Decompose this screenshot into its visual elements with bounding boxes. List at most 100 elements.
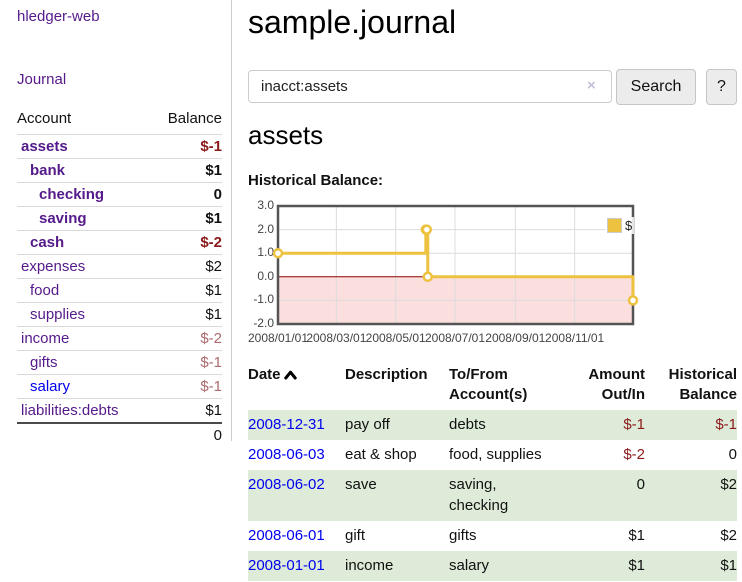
legend-series-label: $ — [625, 218, 633, 233]
transaction-row: 2008-12-31 pay off debts $-1 $-1 — [248, 410, 737, 440]
nav-journal-link[interactable]: Journal — [17, 71, 67, 88]
transaction-accounts: saving, checking — [449, 476, 509, 514]
register-header-amount: Amount Out/In — [588, 366, 645, 403]
data-point-marker — [421, 224, 433, 235]
transaction-date-link[interactable]: 2008-06-03 — [248, 446, 325, 463]
x-axis-tick-label: 2008/07/01 — [424, 331, 486, 345]
series-color-swatch-icon — [607, 218, 622, 233]
register-header-balance: Historical Balance — [668, 366, 737, 403]
transaction-row: 2008-06-03 eat & shop food, supplies $-2 0 — [248, 440, 737, 470]
account-row: assets $-1 — [17, 134, 222, 159]
chart-legend: $ — [605, 217, 635, 234]
account-link[interactable]: food — [30, 282, 60, 299]
x-axis-tick-label: 2008/03/01 — [306, 331, 367, 345]
data-point-marker — [272, 247, 284, 259]
transaction-accounts: food, supplies — [449, 446, 542, 463]
transaction-description: income — [345, 557, 394, 574]
x-axis-tick-label: 2008/11/01 — [545, 331, 605, 345]
transaction-date-link[interactable]: 2008-06-02 — [248, 476, 325, 493]
sort-ascending-icon — [283, 370, 297, 380]
page-title: sample.journal — [248, 4, 457, 40]
x-axis-tick-label: 2008/05/01 — [365, 331, 426, 345]
y-axis-tick-label: -1.0 — [253, 292, 274, 307]
data-point-marker — [627, 295, 639, 306]
transaction-date-link[interactable]: 2008-06-01 — [248, 527, 325, 544]
transaction-row: 2008-01-01 income salary $1 $1 — [248, 551, 737, 581]
x-axis-tick-label: 2008/01/01 — [247, 331, 309, 345]
account-balance: $1 — [150, 398, 222, 423]
account-balance: $1 — [150, 302, 222, 327]
transaction-description: gift — [345, 527, 366, 544]
plot-border — [276, 204, 635, 326]
account-link[interactable]: supplies — [30, 306, 86, 323]
search-button[interactable]: Search — [616, 69, 696, 105]
x-axis-tick-label: 2008/09/01 — [485, 331, 546, 345]
transaction-row: 2008-06-01 gift gifts $1 $2 — [248, 521, 737, 551]
transaction-amount: $-2 — [623, 446, 645, 463]
account-row: food $1 — [17, 278, 222, 303]
sidebar: hledger-web Journal Account Balance asse… — [0, 0, 232, 447]
account-link[interactable]: cash — [30, 234, 65, 251]
register-header-date-label: Date — [248, 366, 281, 383]
account-link[interactable]: saving — [39, 210, 87, 227]
transaction-date-link[interactable]: 2008-12-31 — [248, 416, 325, 433]
account-balance: $-2 — [150, 326, 222, 351]
help-button[interactable]: ? — [706, 69, 737, 105]
account-row: salary $-1 — [17, 374, 222, 399]
transaction-balance: $2 — [720, 476, 737, 493]
transaction-accounts: salary — [449, 557, 490, 574]
account-row: gifts $-1 — [17, 350, 222, 375]
transaction-accounts: gifts — [449, 527, 477, 544]
account-balance: $-1 — [150, 350, 222, 375]
account-link[interactable]: bank — [30, 162, 66, 179]
account-heading: assets — [248, 120, 324, 150]
transaction-description: eat & shop — [345, 446, 417, 463]
account-row: expenses $2 — [17, 254, 222, 279]
account-balance: 0 — [150, 182, 222, 207]
main-content: sample.journal × Search ? assets Histori… — [248, 0, 737, 582]
accounts-header-balance: Balance — [167, 110, 222, 127]
transaction-description: pay off — [345, 416, 390, 433]
account-row: bank $1 — [17, 158, 222, 183]
account-link[interactable]: assets — [21, 138, 68, 155]
chart-section-label: Historical Balance: — [248, 172, 384, 189]
account-link[interactable]: expenses — [21, 258, 86, 275]
transaction-balance: $2 — [720, 527, 737, 544]
account-balance: $-1 — [150, 134, 222, 159]
search-bar: × Search ? — [248, 69, 737, 105]
account-row: liabilities:debts $1 — [17, 398, 222, 423]
transaction-balance: 0 — [728, 446, 737, 463]
chart-plot — [272, 204, 639, 326]
app-title-link[interactable]: hledger-web — [17, 8, 100, 25]
transaction-amount: $1 — [628, 557, 645, 574]
register-header-description: Description — [345, 366, 428, 383]
transaction-amount: $1 — [628, 527, 645, 544]
y-axis-tick-label: -2.0 — [253, 316, 274, 330]
account-link[interactable]: income — [21, 330, 70, 347]
register-header-date[interactable]: Date — [248, 363, 345, 410]
historical-balance-chart[interactable]: 3.0 2.0 1.0 0.0 -1.0 -2.0 2008/01/01 2008/03/01… — [248, 198, 737, 352]
account-row: income $-2 — [17, 326, 222, 351]
account-balance: $-1 — [150, 374, 222, 399]
account-balance: $-2 — [150, 230, 222, 255]
account-row: checking 0 — [17, 182, 222, 207]
y-axis-tick-label: 2.0 — [257, 221, 274, 236]
search-input[interactable] — [248, 70, 612, 103]
account-row: cash $-2 — [17, 230, 222, 255]
transaction-accounts: debts — [449, 416, 486, 433]
account-row: saving $1 — [17, 206, 222, 231]
account-link[interactable]: gifts — [30, 354, 58, 371]
y-axis-tick-label: 3.0 — [257, 198, 274, 212]
register-header-tofrom: To/From Account(s) — [449, 366, 528, 403]
account-link[interactable]: checking — [39, 186, 105, 203]
account-link[interactable]: salary — [30, 378, 71, 395]
transaction-date-link[interactable]: 2008-01-01 — [248, 557, 325, 574]
clear-search-icon[interactable]: × — [587, 77, 596, 94]
accounts-total-balance: 0 — [150, 422, 222, 447]
accounts-header-account: Account — [17, 110, 72, 127]
y-axis-tick-label: 0.0 — [257, 268, 274, 283]
account-balance: $1 — [150, 206, 222, 231]
account-link[interactable]: liabilities:debts — [21, 402, 119, 419]
y-axis-tick-label: 1.0 — [257, 245, 274, 260]
transaction-amount: $-1 — [623, 416, 645, 433]
